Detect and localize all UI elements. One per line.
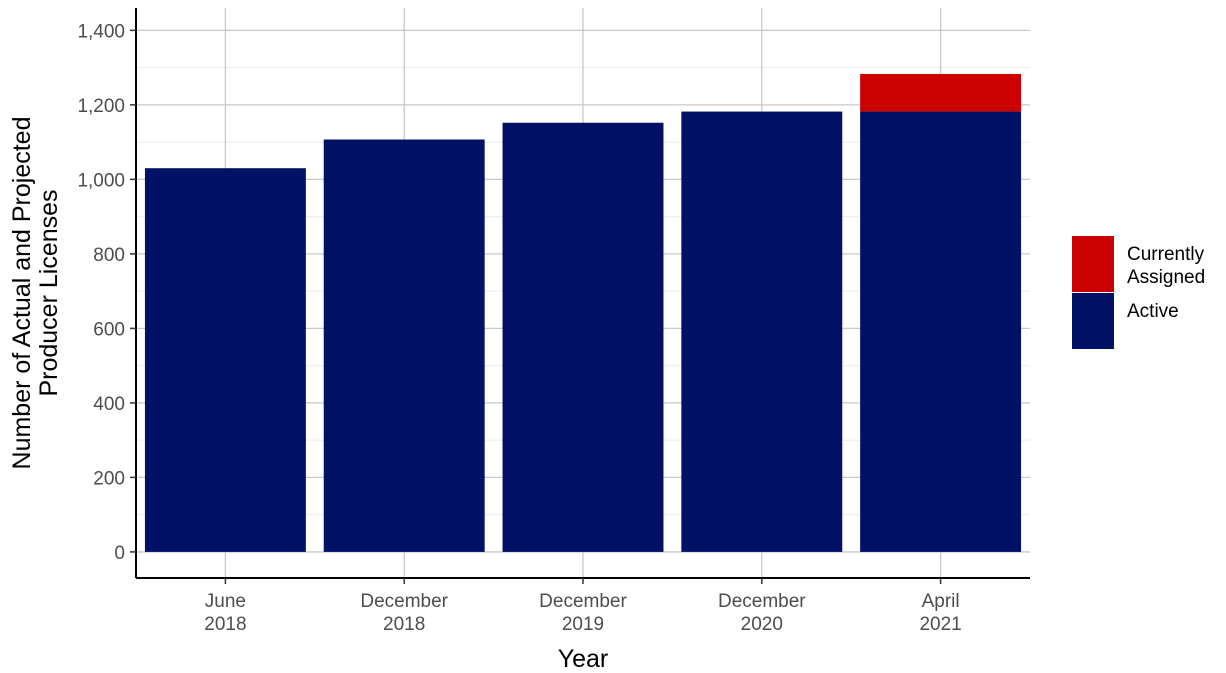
y-axis-title: Number of Actual and ProjectedProducer L… bbox=[8, 117, 63, 470]
y-tick-label: 600 bbox=[93, 319, 125, 340]
y-tick-label: 1,400 bbox=[77, 21, 125, 42]
y-tick-label: 800 bbox=[93, 245, 125, 266]
y-tick-label: 0 bbox=[114, 543, 125, 564]
x-tick-labels: June 2018 December 2018 December 2019 December… bbox=[204, 591, 961, 635]
legend-key-currently-assigned bbox=[1072, 236, 1114, 292]
bar-active bbox=[144, 168, 306, 552]
bar-active bbox=[860, 111, 1022, 552]
bar-active bbox=[502, 122, 664, 552]
x-tick-label: December 2018 bbox=[360, 591, 448, 635]
y-tick-labels: 0 200 400 600 800 1,000 1,200 1,400 bbox=[77, 21, 125, 564]
y-tick-label: 400 bbox=[93, 394, 125, 415]
x-tick-label: June 2018 bbox=[204, 591, 246, 635]
y-tick-label: 1,200 bbox=[77, 96, 125, 117]
legend-label: Currently Assigned bbox=[1127, 244, 1205, 288]
bar-currently-assigned bbox=[860, 73, 1022, 112]
y-tick-label: 1,000 bbox=[77, 170, 125, 191]
x-tick-label: December 2019 bbox=[539, 591, 627, 635]
x-tick-label: April 2021 bbox=[919, 591, 961, 635]
axes bbox=[130, 8, 1030, 584]
x-tick-label: December 2020 bbox=[718, 591, 806, 635]
legend-label: Active bbox=[1127, 301, 1179, 322]
legend-key-active bbox=[1072, 293, 1114, 349]
legend: Currently Assigned Active bbox=[1072, 236, 1205, 349]
x-axis-title: Year bbox=[558, 645, 609, 673]
y-tick-label: 200 bbox=[93, 468, 125, 489]
bar-active bbox=[681, 111, 843, 552]
bars bbox=[144, 73, 1022, 552]
bar-active bbox=[323, 139, 485, 552]
